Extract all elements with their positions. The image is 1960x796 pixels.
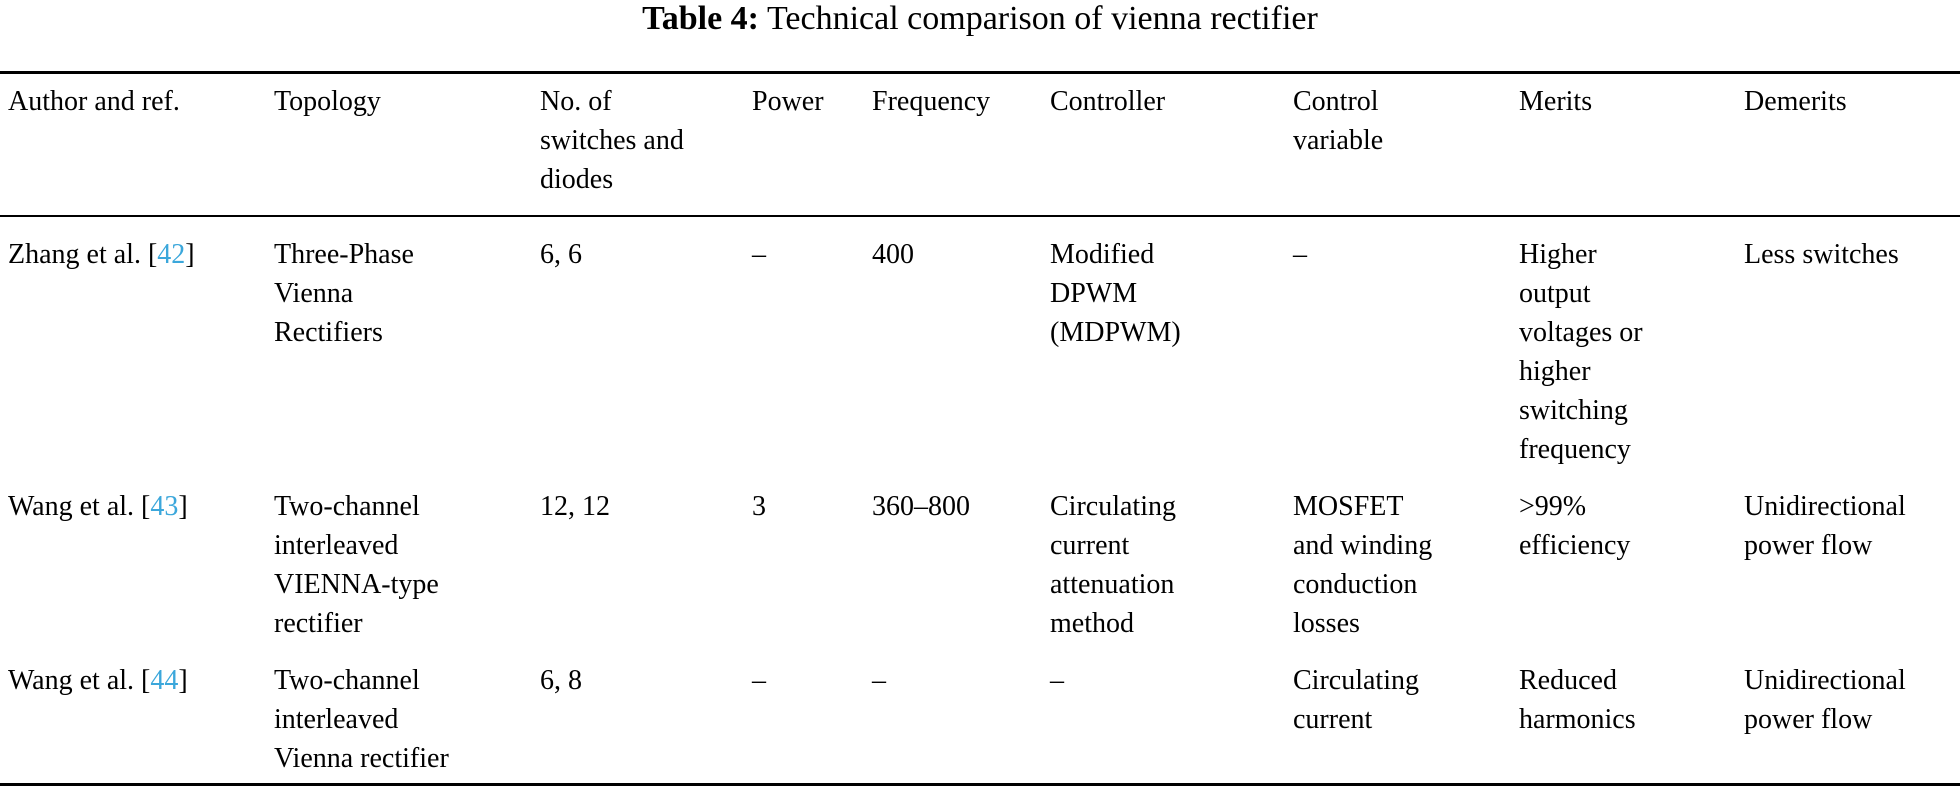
cell-switches-diodes: 6, 6 bbox=[540, 239, 582, 270]
cell-merits: Higher output voltages or higher switchi… bbox=[1519, 239, 1643, 465]
cell-power: – bbox=[752, 239, 766, 270]
cell-frequency: – bbox=[872, 665, 886, 696]
column-header-power: Power bbox=[752, 86, 824, 117]
column-header-merits: Merits bbox=[1519, 86, 1593, 117]
cell-switches-diodes: 12, 12 bbox=[540, 491, 610, 522]
cell-frequency: 360–800 bbox=[872, 491, 970, 522]
author-text: Wang et al. [ bbox=[8, 491, 151, 522]
citation-link[interactable]: 44 bbox=[150, 665, 179, 696]
comparison-table: Author and ref. Topology No. of switches… bbox=[0, 71, 1960, 786]
column-header-controller: Controller bbox=[1050, 86, 1166, 117]
cell-control-variable: – bbox=[1293, 239, 1307, 270]
author-bracket: ] bbox=[178, 665, 188, 696]
cell-controller: Modified DPWM (MDPWM) bbox=[1050, 239, 1181, 348]
column-header-control-variable: Control variable bbox=[1293, 86, 1384, 156]
cell-controller: Circulating current attenuation method bbox=[1050, 491, 1176, 639]
cell-frequency: 400 bbox=[872, 239, 914, 270]
table-row: Zhang et al. [42] Three-Phase Vienna Rec… bbox=[0, 217, 1960, 469]
cell-author: Wang et al. [44] bbox=[8, 661, 274, 778]
table-caption-label: Table 4: bbox=[642, 0, 759, 37]
table-caption: Table 4: Technical comparison of vienna r… bbox=[0, 0, 1960, 41]
cell-demerits: Unidirectional power flow bbox=[1744, 665, 1906, 735]
cell-control-variable: MOSFET and winding conduction losses bbox=[1293, 491, 1433, 639]
cell-demerits: Less switches bbox=[1744, 239, 1899, 270]
table-header-row: Author and ref. Topology No. of switches… bbox=[0, 74, 1960, 217]
cell-topology: Three-Phase Vienna Rectifiers bbox=[274, 239, 414, 348]
author-bracket: ] bbox=[185, 239, 195, 270]
cell-author: Zhang et al. [42] bbox=[8, 235, 274, 469]
cell-demerits: Unidirectional power flow bbox=[1744, 491, 1906, 561]
cell-merits: Reduced harmonics bbox=[1519, 665, 1636, 735]
column-header-author-ref: Author and ref. bbox=[8, 86, 180, 117]
column-header-demerits: Demerits bbox=[1744, 86, 1847, 117]
table-caption-text: Technical comparison of vienna rectifier bbox=[767, 0, 1318, 37]
citation-link[interactable]: 42 bbox=[157, 239, 186, 270]
author-text: Wang et al. [ bbox=[8, 665, 151, 696]
column-header-topology: Topology bbox=[274, 86, 381, 117]
cell-author: Wang et al. [43] bbox=[8, 487, 274, 643]
column-header-frequency: Frequency bbox=[872, 86, 991, 117]
column-header-switches-diodes: No. of switches and diodes bbox=[540, 86, 684, 195]
citation-link[interactable]: 43 bbox=[150, 491, 179, 522]
table-row: Wang et al. [43] Two-channel interleaved… bbox=[0, 469, 1960, 643]
cell-power: 3 bbox=[752, 491, 766, 522]
cell-topology: Two-channel interleaved VIENNA-type rect… bbox=[274, 491, 439, 639]
cell-topology: Two-channel interleaved Vienna rectifier bbox=[274, 665, 449, 774]
cell-control-variable: Circulating current bbox=[1293, 665, 1419, 735]
cell-merits: >99% efficiency bbox=[1519, 491, 1631, 561]
cell-switches-diodes: 6, 8 bbox=[540, 665, 582, 696]
author-text: Zhang et al. [ bbox=[8, 239, 158, 270]
cell-power: – bbox=[752, 665, 766, 696]
cell-controller: – bbox=[1050, 665, 1064, 696]
author-bracket: ] bbox=[178, 491, 188, 522]
table-row: Wang et al. [44] Two-channel interleaved… bbox=[0, 643, 1960, 778]
